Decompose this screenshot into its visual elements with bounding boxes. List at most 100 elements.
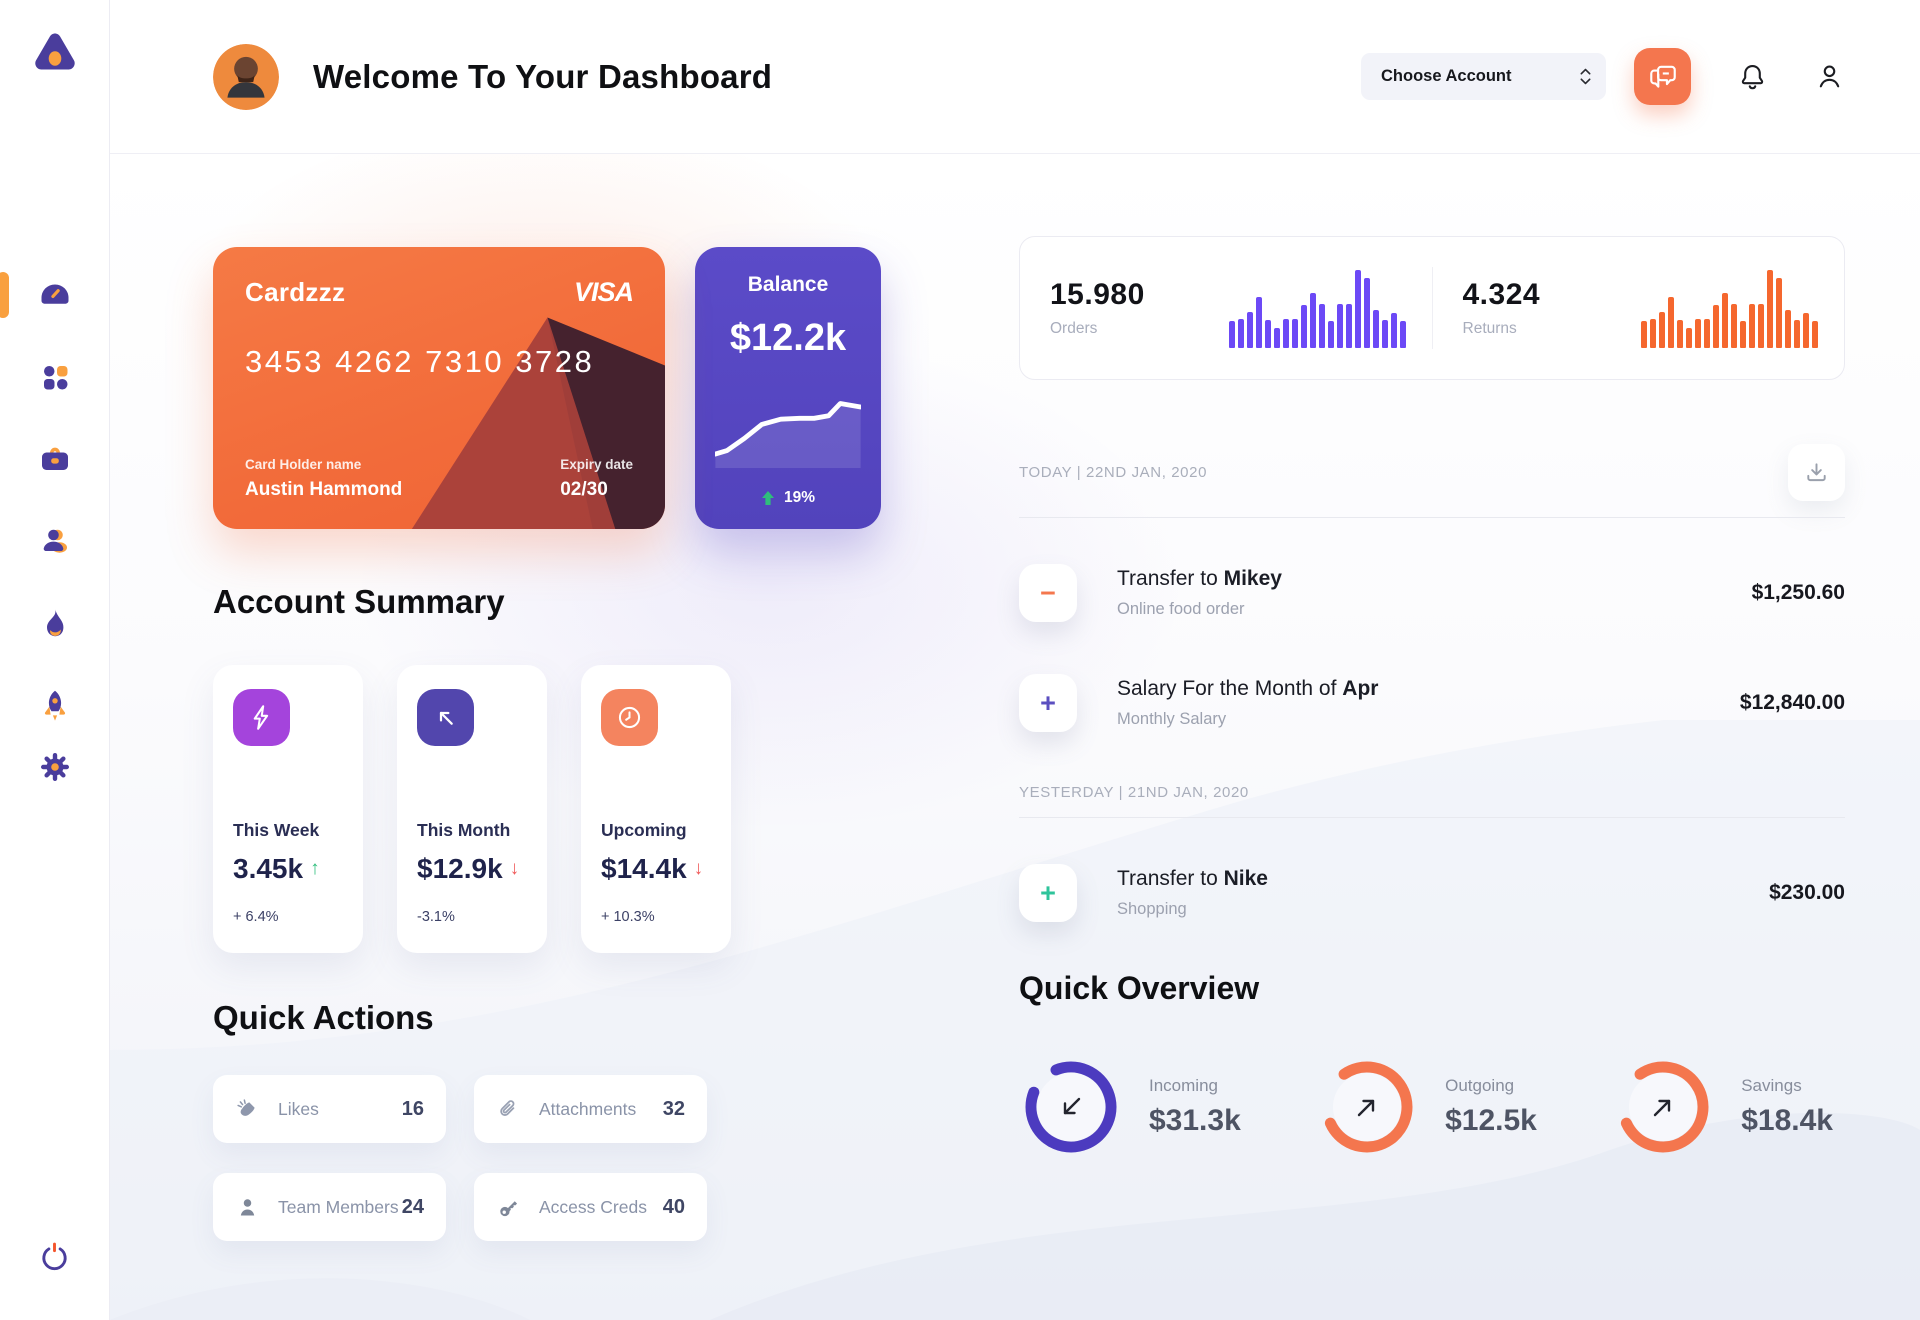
bolt-icon [233,689,290,746]
sidebar-item-settings[interactable] [0,750,109,784]
transaction-title: Salary For the Month of Apr [1117,677,1379,700]
transaction-row-salary[interactable]: + Salary For the Month of Apr Monthly Sa… [1019,674,1845,732]
transaction-row-mikey[interactable]: − Transfer to Mikey Online food order $1… [1019,564,1845,622]
returns-value: 4.324 [1462,278,1541,311]
header-controls: Choose Account [1361,48,1845,105]
quick-action-access-creds[interactable]: Access Creds 40 [474,1173,707,1241]
active-indicator [0,272,9,318]
divider [1019,817,1845,818]
transactions-group-header-today: TODAY | 22ND JAN, 2020 [1019,444,1845,501]
settings-gear-icon [40,753,69,781]
card-holder-label: Card Holder name [245,457,362,472]
clap-icon [237,1098,255,1116]
notifications-button[interactable] [1737,61,1768,92]
overview-value: $31.3k [1149,1104,1241,1137]
summary-card-this-week[interactable]: This Week 3.45k ↑ + 6.4% [213,665,363,953]
transaction-subtitle: Shopping [1117,900,1187,918]
transaction-subtitle: Monthly Salary [1117,710,1227,728]
overview-outgoing: Outgoing $12.5k [1315,1055,1537,1159]
profile-button[interactable] [1814,61,1845,92]
quick-action-count: 24 [401,1195,424,1218]
orders-returns-stats-card: 15.980 Orders 4.324 Returns [1019,236,1845,380]
transaction-subtitle: Online food order [1117,600,1245,618]
account-selector[interactable]: Choose Account [1361,53,1606,100]
cards-row: Cardzzz VISA 3453 4262 7310 3728 Card Ho… [213,247,881,529]
power-icon [42,1242,67,1271]
balance-sparkline-chart [715,401,861,468]
arrow-up-icon [761,491,774,505]
credit-card[interactable]: Cardzzz VISA 3453 4262 7310 3728 Card Ho… [213,247,665,529]
overview-savings: Savings $18.4k [1611,1055,1833,1159]
quick-action-label: Team Members [278,1196,399,1217]
card-expiry-label: Expiry date [560,457,633,472]
clock-icon [601,689,658,746]
summary-value: $14.4k ↓ [601,853,704,884]
divider [1019,517,1845,518]
overview-label: Outgoing [1445,1076,1515,1095]
summary-value: $12.9k ↓ [417,853,520,884]
summary-delta: -3.1% [417,909,455,925]
sidebar-item-work[interactable] [0,442,109,476]
balance-label: Balance [747,273,829,296]
quick-action-attachments[interactable]: Attachments 32 [474,1075,707,1143]
savings-ring-chart [1617,1061,1709,1153]
person-icon [240,1198,255,1216]
user-icon [1819,65,1840,88]
sidebar-item-apps[interactable] [0,360,109,394]
incoming-ring-chart [1025,1061,1117,1153]
quick-action-count: 16 [401,1097,424,1120]
quick-action-label: Likes [278,1098,319,1119]
account-summary-title: Account Summary [213,583,505,620]
card-name: Cardzzz [245,277,346,307]
user-avatar[interactable] [213,43,279,110]
returns-bar-chart [1641,268,1818,348]
top-header: Welcome To Your Dashboard Choose Account [110,0,1920,154]
arrow-up-left-icon [417,689,474,746]
transaction-text: Transfer to Nike Shopping [1117,867,1268,919]
transaction-amount: $230.00 [1769,881,1845,904]
team-users-icon [43,529,67,553]
date-label: TODAY | 22ND JAN, 2020 [1019,464,1208,481]
stats-divider [1431,267,1433,349]
transaction-amount: $1,250.60 [1751,581,1845,604]
quick-overview-title: Quick Overview [1019,970,1260,1006]
summary-card-upcoming[interactable]: Upcoming $14.4k ↓ + 10.3% [581,665,731,953]
card-expiry: Expiry date 02/30 [560,457,633,501]
minus-icon: − [1019,564,1077,622]
overview-value: $18.4k [1741,1104,1833,1137]
visa-logo: VISA [573,277,634,307]
trend-down-arrow: ↓ [693,858,704,879]
summary-card-this-month[interactable]: This Month $12.9k ↓ -3.1% [397,665,547,953]
quick-action-likes[interactable]: Likes 16 [213,1075,446,1143]
sidebar-item-launch[interactable] [0,688,109,722]
paperclip-icon [500,1099,515,1116]
messages-button[interactable] [1634,48,1691,105]
sidebar-item-activity[interactable] [0,606,109,640]
transaction-text: Salary For the Month of Apr Monthly Sala… [1117,677,1378,729]
balance-change-value: 19% [783,489,816,506]
transaction-row-nike[interactable]: + Transfer to Nike Shopping $230.00 [1019,864,1845,922]
sidebar-item-dashboard[interactable] [0,272,109,318]
quick-action-label: Attachments [539,1098,637,1119]
overview-label: Savings [1741,1076,1802,1095]
plus-icon: + [1019,864,1077,922]
logout-button[interactable] [38,1240,71,1276]
returns-stat: 4.324 Returns [1433,268,1845,348]
card-expiry-value: 02/30 [560,479,608,500]
card-holder: Card Holder name Austin Hammond [245,457,402,501]
quick-action-team-members[interactable]: Team Members 24 [213,1173,446,1241]
transaction-title: Transfer to Mikey [1117,567,1282,590]
summary-delta: + 6.4% [233,909,279,925]
date-label: YESTERDAY | 21ND JAN, 2020 [1019,784,1249,801]
orders-label: Orders [1050,320,1098,337]
download-statement-button[interactable] [1788,444,1845,501]
orders-stat: 15.980 Orders [1020,268,1432,348]
balance-card[interactable]: Balance $12.2k 19% [695,247,881,529]
account-summary-grid: This Week 3.45k ↑ + 6.4% This Month [213,665,881,953]
quick-actions-title: Quick Actions [213,999,434,1036]
summary-label: Upcoming [601,820,687,840]
logo-triangle-icon [34,33,75,70]
card-number: 3453 4262 7310 3728 [245,344,595,379]
sidebar-item-team[interactable] [0,524,109,558]
trend-up-arrow: ↑ [310,858,320,879]
